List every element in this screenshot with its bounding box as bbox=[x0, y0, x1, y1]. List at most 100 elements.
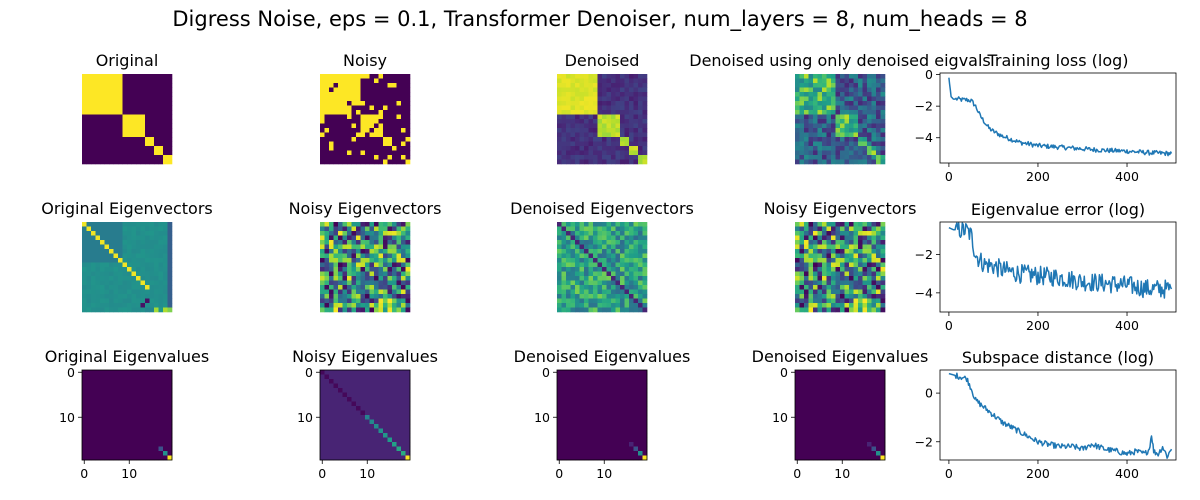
heatmap-cell bbox=[638, 433, 643, 438]
heatmap-cell bbox=[584, 370, 589, 375]
heatmap-cell bbox=[405, 415, 411, 420]
heatmap-cell bbox=[369, 424, 375, 429]
heatmap-cell bbox=[122, 258, 128, 263]
heatmap-cell bbox=[615, 155, 621, 160]
heatmap-cell bbox=[342, 442, 348, 447]
heatmap-cell bbox=[95, 392, 101, 398]
heatmap-cell bbox=[333, 128, 339, 133]
y-tick-label: 0 bbox=[67, 365, 75, 380]
heatmap-cell bbox=[392, 433, 397, 438]
heatmap-cell bbox=[629, 262, 634, 268]
heatmap-cell bbox=[95, 258, 101, 263]
heatmap-cell bbox=[795, 392, 800, 398]
heatmap-cell bbox=[620, 307, 625, 313]
heatmap-cell bbox=[840, 419, 845, 425]
heatmap-cell bbox=[387, 123, 393, 129]
heatmap-cell bbox=[351, 78, 357, 84]
heatmap-cell bbox=[835, 379, 841, 384]
heatmap-cell bbox=[145, 406, 150, 411]
heatmap-cell bbox=[338, 128, 343, 133]
heatmap-cell bbox=[324, 406, 330, 411]
heatmap-cell bbox=[163, 155, 168, 160]
heatmap-cell bbox=[158, 222, 164, 227]
heatmap-cell bbox=[633, 128, 639, 133]
heatmap-cell bbox=[808, 114, 814, 120]
heatmap-cell bbox=[615, 289, 621, 295]
heatmap-cell bbox=[624, 222, 630, 227]
heatmap-cell bbox=[109, 307, 114, 313]
heatmap-cell bbox=[360, 374, 366, 380]
heatmap-cell bbox=[638, 78, 643, 84]
heatmap-cell bbox=[862, 370, 868, 375]
heatmap-cell bbox=[333, 114, 339, 120]
heatmap-cell bbox=[638, 114, 643, 120]
heatmap-cell bbox=[606, 383, 612, 389]
heatmap-cell bbox=[365, 231, 370, 236]
heatmap-cell bbox=[822, 433, 827, 438]
heatmap-cell bbox=[593, 146, 598, 151]
heatmap-cell bbox=[867, 419, 872, 425]
heatmap-cell bbox=[140, 289, 146, 295]
heatmap-cell bbox=[871, 74, 877, 79]
heatmap-cell bbox=[638, 271, 643, 277]
heatmap-cell bbox=[86, 433, 92, 438]
heatmap-cell bbox=[347, 258, 352, 263]
heatmap-cell bbox=[324, 294, 330, 299]
heatmap-cell bbox=[633, 226, 639, 232]
heatmap-cell bbox=[369, 132, 375, 138]
heatmap-cell bbox=[876, 442, 881, 447]
heatmap-cell bbox=[844, 240, 850, 245]
heatmap-cell bbox=[557, 83, 562, 88]
heatmap-cell bbox=[140, 276, 146, 281]
heatmap-cell bbox=[320, 442, 325, 447]
heatmap-cell bbox=[369, 123, 375, 129]
heatmap-cell bbox=[840, 388, 845, 393]
heatmap-cell bbox=[163, 226, 168, 232]
heatmap-cell bbox=[638, 253, 643, 259]
heatmap-cell bbox=[392, 105, 397, 111]
heatmap-cell bbox=[795, 222, 800, 227]
heatmap-cell bbox=[876, 419, 881, 425]
heatmap-cell bbox=[163, 92, 168, 97]
heatmap-cell bbox=[813, 428, 818, 434]
heatmap-cell bbox=[100, 271, 105, 277]
heatmap-cell bbox=[822, 428, 827, 434]
heatmap-cell bbox=[136, 451, 141, 456]
heatmap-cell bbox=[154, 397, 159, 402]
heatmap-cell bbox=[593, 123, 598, 129]
heatmap-cell bbox=[799, 415, 805, 420]
heatmap-cell bbox=[579, 280, 585, 286]
heatmap-cell bbox=[566, 289, 571, 295]
heatmap-cell bbox=[642, 285, 648, 290]
heatmap-cell bbox=[817, 119, 823, 124]
heatmap-cell bbox=[378, 410, 384, 416]
heatmap-cell bbox=[835, 294, 841, 299]
heatmap-cell bbox=[396, 141, 402, 147]
heatmap-cell bbox=[342, 253, 348, 259]
heatmap-cell bbox=[86, 231, 92, 236]
panel-title: Original Eigenvalues bbox=[45, 347, 209, 366]
heatmap-cell bbox=[163, 253, 168, 259]
heatmap-cell bbox=[570, 374, 576, 380]
heatmap-cell bbox=[615, 455, 621, 461]
heatmap-cell bbox=[140, 415, 146, 420]
heatmap-cell bbox=[351, 155, 357, 160]
heatmap-cell bbox=[320, 262, 325, 268]
heatmap-cell bbox=[858, 455, 863, 461]
heatmap-cell bbox=[862, 401, 868, 407]
heatmap-cell bbox=[638, 105, 643, 111]
heatmap-cell bbox=[86, 258, 92, 263]
heatmap-cell bbox=[844, 101, 850, 106]
heatmap-cell bbox=[356, 262, 361, 268]
heatmap-cell bbox=[145, 267, 150, 272]
heatmap-cell bbox=[844, 262, 850, 268]
heatmap-cell bbox=[351, 105, 357, 111]
heatmap-cell bbox=[817, 105, 823, 111]
heatmap-cell bbox=[588, 150, 594, 156]
heatmap-cell bbox=[356, 370, 361, 375]
heatmap-cell bbox=[615, 249, 621, 254]
heatmap-cell bbox=[329, 231, 334, 236]
heatmap-cell bbox=[333, 267, 339, 272]
heatmap-cell bbox=[575, 137, 580, 142]
heatmap-cell bbox=[584, 406, 589, 411]
